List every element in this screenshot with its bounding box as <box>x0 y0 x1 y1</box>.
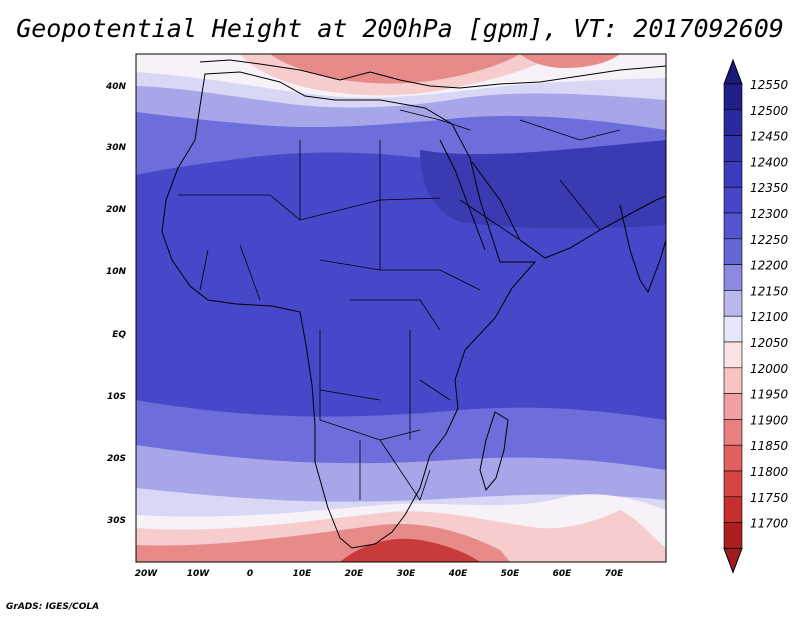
colorbar-level-label: 12000 <box>750 362 789 376</box>
x-tick-50e: 50E <box>501 569 521 579</box>
colorbar-swatch <box>723 135 743 162</box>
colorbar-level-label: 12300 <box>750 207 789 221</box>
x-tick-40e: 40E <box>448 569 469 579</box>
colorbar-swatch <box>723 109 743 136</box>
y-tick-30s: 30S <box>107 516 126 526</box>
colorbar-swatch <box>723 393 743 420</box>
x-tick-0: 0 <box>247 569 253 579</box>
colorbar-swatch <box>723 186 743 214</box>
madagascar-coastline <box>479 411 509 492</box>
colorbar-level-label: 11950 <box>750 388 789 402</box>
y-axis-ticks: 40N 30N 20N 10N EQ 10S 20S 30S <box>105 82 127 526</box>
map-title: Geopotential Height at 200hPa [gpm], VT:… <box>16 14 784 43</box>
x-tick-20w: 20W <box>135 569 159 579</box>
height-field <box>136 54 666 562</box>
colorbar-top-arrow <box>723 58 743 85</box>
colorbar-bottom-arrow <box>723 547 743 574</box>
x-tick-60e: 60E <box>553 569 573 579</box>
y-tick-40n: 40N <box>105 82 127 92</box>
colorbar-level-label: 11700 <box>750 517 789 531</box>
colorbar-level-label: 12400 <box>750 155 789 169</box>
colorbar-level-label: 11900 <box>750 413 789 427</box>
colorbar-swatch <box>723 367 743 394</box>
colorbar-swatch <box>723 238 743 265</box>
y-tick-10s: 10S <box>107 392 126 402</box>
grads-credit: GrADS: IGES/COLA <box>6 602 100 612</box>
x-tick-10w: 10W <box>187 569 211 579</box>
india-coastline <box>619 204 666 294</box>
colorbar-swatch <box>723 212 743 240</box>
y-tick-10n: 10N <box>106 267 127 277</box>
x-tick-30e: 30E <box>397 569 417 579</box>
band-deep-blue <box>420 140 666 229</box>
colorbar-level-label: 11850 <box>750 439 789 453</box>
colorbar-level-label: 12100 <box>750 310 789 324</box>
x-tick-10e: 10E <box>293 569 313 579</box>
colorbar-level-label: 12050 <box>750 336 789 350</box>
y-tick-20n: 20N <box>106 205 127 215</box>
country-borders <box>178 109 621 501</box>
colorbar-level-label: 11750 <box>750 491 789 505</box>
colorbar-swatch <box>723 496 743 523</box>
band-south-red-dark <box>340 538 480 562</box>
colorbar-swatch <box>723 315 743 343</box>
x-axis-ticks: 20W 10W 0 10E 20E 30E 40E 50E 60E 70E <box>135 569 624 579</box>
y-tick-30n: 30N <box>106 143 127 153</box>
colorbar-swatch <box>723 264 743 291</box>
colorbar-swatch <box>723 522 743 549</box>
y-tick-eq: EQ <box>112 330 126 340</box>
colorbar-level-label: 12500 <box>750 104 789 118</box>
red-sea-coastline <box>439 139 486 251</box>
colorbar-swatch <box>723 83 743 111</box>
x-tick-20e: 20E <box>345 569 365 579</box>
x-tick-70e: 70E <box>605 569 625 579</box>
colorbar-swatch <box>723 341 743 369</box>
colorbar-swatch <box>723 161 743 188</box>
band-north-red-east <box>520 54 620 68</box>
map-frame <box>135 53 667 563</box>
colorbar-swatch <box>723 419 743 446</box>
colorbar-level-label: 12250 <box>750 233 789 247</box>
africa-coastline <box>161 71 537 549</box>
y-tick-20s: 20S <box>107 454 126 464</box>
arabia-coastline <box>471 161 666 259</box>
colorbar-swatch <box>723 290 743 317</box>
band-north-red <box>270 54 520 84</box>
colorbar-level-label: 12450 <box>750 130 789 144</box>
colorbar-level-label: 12150 <box>750 284 789 298</box>
colorbar-swatch <box>723 470 743 498</box>
colorbar-level-label: 12550 <box>750 78 789 92</box>
coastlines <box>161 59 666 549</box>
europe-coastline <box>199 59 666 89</box>
colorbar: 12550 12500 12450 12400 12350 12300 12250 12200… <box>723 58 789 574</box>
colorbar-level-label: 11800 <box>750 465 789 479</box>
colorbar-level-label: 12200 <box>750 259 789 273</box>
colorbar-swatch <box>723 444 743 472</box>
colorbar-level-label: 12350 <box>750 181 789 195</box>
